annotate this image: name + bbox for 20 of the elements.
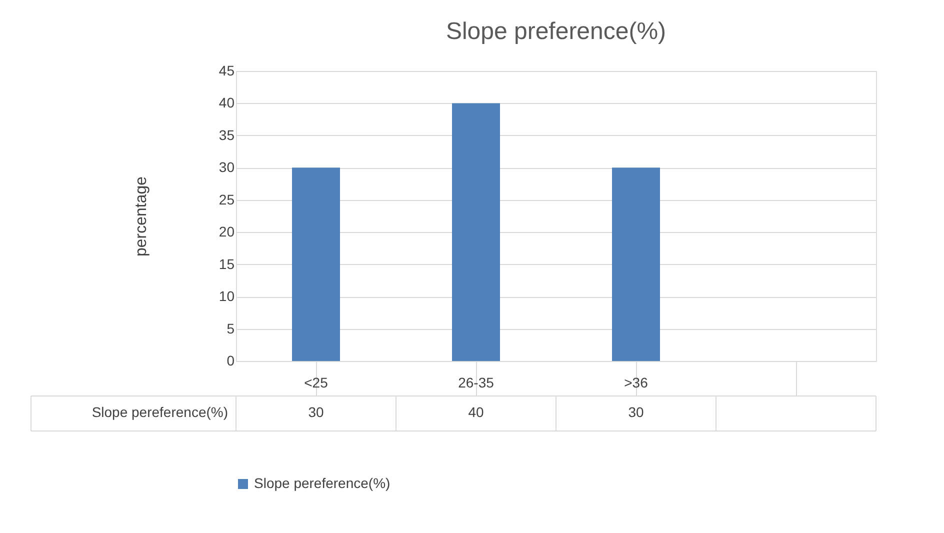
y-tick-label: 10 [218,288,235,304]
x-tick-label: >36 [624,374,648,390]
data-label: 30 [308,404,324,420]
x-tick-label: <25 [304,374,328,390]
y-tick-label: 25 [218,191,235,208]
legend-label: Slope pereference(%) [254,475,390,491]
y-tick-label: 45 [218,62,235,78]
chart-title: Slope preference(%) [446,18,666,45]
y-tick-label: 0 [226,352,235,368]
data-label: 40 [468,404,484,420]
x-tick-label: 26-35 [458,374,494,390]
y-tick-label: 40 [218,94,235,111]
y-tick-label: 15 [218,256,235,272]
text: Slope pereference(%) [92,404,228,420]
y-tick-label: 30 [218,159,235,176]
y-tick-label: 5 [226,320,235,336]
y-tick-label: 35 [218,126,235,143]
data-label: 30 [628,404,644,420]
y-tick-label: 20 [218,224,235,240]
y-axis-title: percentage [132,176,150,257]
